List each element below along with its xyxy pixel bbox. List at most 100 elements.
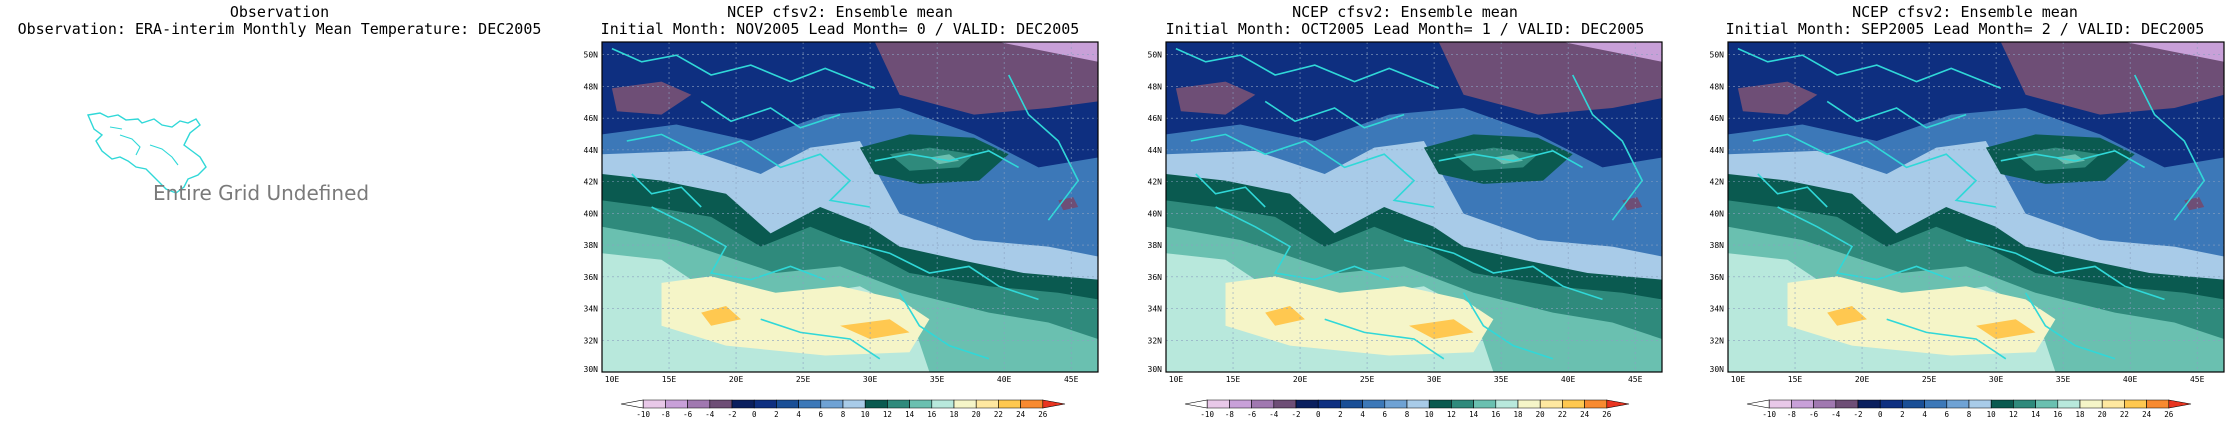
colorbar-label: 20 bbox=[972, 410, 982, 419]
lon-tick-label: 45E bbox=[2190, 375, 2205, 384]
colorbar-swatch bbox=[1273, 399, 1297, 409]
colorbar-label: 10 bbox=[1425, 410, 1435, 419]
panel-2-title-line2: Initial Month: SEP2005 Lead Month= 2 / V… bbox=[1725, 20, 2205, 38]
colorbar-label: 8 bbox=[841, 410, 846, 419]
colorbar-swatch bbox=[1473, 399, 1497, 409]
coastline bbox=[874, 150, 1019, 169]
colorbar-swatch bbox=[1495, 399, 1519, 409]
colorbar-swatch bbox=[1251, 399, 1275, 409]
temperature-field bbox=[602, 42, 1098, 372]
colorbar-swatch bbox=[2035, 399, 2059, 409]
colorbar-swatch bbox=[1406, 399, 1430, 409]
lon-tick-label: 10E bbox=[1169, 375, 1184, 384]
colorbar-swatch bbox=[1451, 399, 1474, 409]
coastline bbox=[1324, 318, 1445, 360]
colorbar-label: 0 bbox=[752, 410, 757, 419]
lon-tick-label: 20E bbox=[1293, 375, 1308, 384]
colorbar-swatch bbox=[2079, 399, 2103, 409]
colorbar-swatch bbox=[2146, 399, 2170, 409]
lat-tick-label: 32N bbox=[584, 336, 599, 345]
colorbar-swatch bbox=[642, 399, 666, 409]
entire-grid-undefined-text: Entire Grid Undefined bbox=[153, 181, 370, 205]
coastline bbox=[1175, 47, 1440, 89]
colorbar-swatch bbox=[1924, 399, 1948, 409]
coastline bbox=[1462, 292, 1554, 360]
lon-tick-label: 35E bbox=[2056, 375, 2071, 384]
colorbar-swatch bbox=[665, 399, 688, 409]
lat-tick-label: 38N bbox=[1148, 241, 1163, 250]
colorbar-label: -2 bbox=[1853, 410, 1862, 419]
coastline bbox=[631, 173, 702, 208]
colorbar-label: 26 bbox=[1602, 410, 1612, 419]
colorbar-label: -4 bbox=[1269, 410, 1279, 419]
colorbar-swatch bbox=[2057, 399, 2081, 409]
coastline bbox=[1190, 133, 1434, 208]
lat-tick-label: 38N bbox=[584, 241, 599, 250]
coastline bbox=[651, 206, 826, 281]
lat-tick-label: 38N bbox=[1710, 241, 1725, 250]
colorbar-2: -10 -8 -6 -4 -2 0 2 4 6 8 10 12 14 16 18 20 22 24 26 bbox=[1729, 398, 2209, 424]
colorbar-label: -10 bbox=[636, 410, 650, 419]
colorbar-swatch bbox=[2168, 399, 2192, 409]
colorbar-label: 2 bbox=[774, 410, 779, 419]
panel-2-title-line1: NCEP cfsv2: Ensemble mean bbox=[1852, 3, 2078, 21]
colorbar-1: -10 -8 -6 -4 -2 0 2 4 6 8 10 12 14 16 18 20 22 24 26 bbox=[1167, 398, 1647, 424]
colorbar-swatch bbox=[1184, 399, 1208, 409]
coastline bbox=[839, 239, 1039, 301]
colorbar-label: -8 bbox=[1787, 410, 1797, 419]
coastline bbox=[1965, 239, 2165, 301]
colorbar-label: 8 bbox=[1405, 410, 1410, 419]
lat-tick-label: 40N bbox=[584, 209, 599, 218]
coastline bbox=[1826, 100, 1967, 129]
colorbar-swatch bbox=[1562, 399, 1585, 409]
colorbar-label: 6 bbox=[819, 410, 824, 419]
lon-tick-label: 15E bbox=[1788, 375, 1803, 384]
lat-tick-label: 42N bbox=[584, 178, 599, 187]
coastline bbox=[1403, 239, 1603, 301]
colorbar-swatch bbox=[2013, 399, 2036, 409]
colorbar-swatch bbox=[1340, 399, 1363, 409]
lon-tick-label: 10E bbox=[1731, 375, 1746, 384]
lat-tick-label: 36N bbox=[584, 273, 599, 282]
colorbar-label: 12 bbox=[2009, 410, 2018, 419]
lon-tick-label: 10E bbox=[605, 375, 620, 384]
colorbar-label: -10 bbox=[1200, 410, 1214, 419]
observation-title-line2: Observation: ERA-interim Monthly Mean Te… bbox=[17, 20, 542, 38]
lon-tick-label: 35E bbox=[1494, 375, 1509, 384]
lon-tick-label: 30E bbox=[1989, 375, 2004, 384]
colorbar-label: 10 bbox=[861, 410, 871, 419]
forecast-map-1: 30N 32N 34N 36N 38N 40N 42N 44N 46N 48N 50N 10E 15E 2… bbox=[1124, 34, 1669, 384]
observation-outline bbox=[87, 112, 207, 194]
colorbar-label: -6 bbox=[1247, 410, 1257, 419]
coastline bbox=[1886, 318, 2007, 360]
colorbar-swatch bbox=[1968, 399, 1992, 409]
lat-tick-label: 34N bbox=[584, 305, 599, 314]
colorbar-swatch bbox=[1362, 399, 1386, 409]
colorbar-label: 12 bbox=[883, 410, 892, 419]
panel-1-title-line2: Initial Month: OCT2005 Lead Month= 1 / V… bbox=[1165, 20, 1645, 38]
colorbar-label: 16 bbox=[1491, 410, 1501, 419]
colorbar-swatch bbox=[1857, 399, 1881, 409]
colorbar-swatch bbox=[953, 399, 977, 409]
coastline bbox=[1737, 47, 2002, 89]
colorbar-label: 18 bbox=[949, 410, 959, 419]
colorbar-label: 2 bbox=[1900, 410, 1905, 419]
colorbar-label: 16 bbox=[927, 410, 937, 419]
colorbar-swatch bbox=[1879, 399, 1903, 409]
coastline bbox=[1571, 74, 1644, 221]
colorbar-label: 12 bbox=[1447, 410, 1456, 419]
map-frame bbox=[601, 41, 1099, 373]
lat-tick-label: 48N bbox=[1710, 82, 1725, 91]
panel-0-title: NCEP cfsv2: Ensemble mean Initial Month:… bbox=[555, 4, 1125, 38]
colorbar-swatch bbox=[2124, 399, 2147, 409]
coastline bbox=[626, 133, 870, 208]
colorbar-swatch bbox=[1317, 399, 1341, 409]
colorbar-label: 22 bbox=[2120, 410, 2129, 419]
colorbar-swatch bbox=[1606, 399, 1630, 409]
lon-tick-label: 30E bbox=[1427, 375, 1442, 384]
colorbar-label: -10 bbox=[1762, 410, 1776, 419]
colorbar-swatch bbox=[1295, 399, 1319, 409]
colorbar-swatch bbox=[1042, 399, 1066, 409]
colorbar-label: 14 bbox=[905, 410, 915, 419]
observation-map bbox=[80, 105, 220, 205]
